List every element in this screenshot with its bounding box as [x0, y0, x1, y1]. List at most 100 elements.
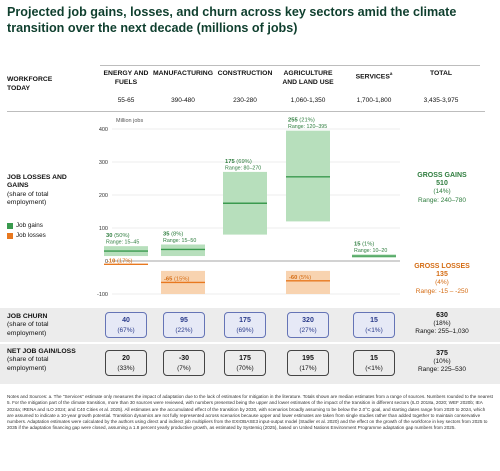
net-value: 195 [302, 355, 314, 362]
gain-range-label: Range: 80–270 [225, 165, 261, 171]
gross-gains-range: Range: 240–780 [417, 196, 467, 204]
churn-pill-energy: 40 (67%) [105, 312, 147, 338]
churn-share: (69%) [236, 327, 254, 334]
gross-losses-value: 135 [436, 271, 448, 279]
y-tick-label: -100 [97, 292, 108, 298]
gross-gains: GROSS GAINS 510 (14%) Range: 240–780 [412, 172, 472, 205]
churn-row-label: JOB CHURN (share of total employment) [7, 313, 89, 338]
churn-value: 320 [302, 317, 314, 324]
services-label: SERVICES [355, 73, 390, 81]
churn-share: (67%) [117, 327, 135, 334]
churn-pill-manufacturing: 95 (22%) [163, 312, 205, 338]
churn-total-value: 630 [436, 312, 448, 319]
gross-losses-range: Range: -15 – -250 [415, 287, 469, 295]
y-tick-label: 300 [99, 160, 108, 166]
gain-value-label: 35 (8%) [163, 232, 183, 238]
churn-value: 175 [239, 317, 251, 324]
page-title: Projected job gains, losses, and churn a… [7, 5, 457, 35]
legend-gains-label: Job gains [16, 222, 43, 229]
notes-and-sources: Notes and Sources: a. The "Services" est… [7, 394, 493, 431]
net-row-label: NET JOB GAIN/LOSS (share of total employ… [7, 348, 89, 373]
churn-value: 40 [122, 317, 130, 324]
net-pill-construction: 175 (70%) [224, 350, 266, 376]
churn-share: (27%) [299, 327, 317, 334]
churn-value: 15 [370, 317, 378, 324]
losses-gains-row-label: JOB LOSSES AND GAINS (share of total emp… [7, 174, 89, 207]
workforce-manufacturing: 390-480 [171, 97, 195, 104]
col-header-services: SERVICESa [344, 70, 404, 82]
net-title: NET JOB GAIN/LOSS [7, 348, 76, 355]
net-pill-manufacturing: -30 (7%) [163, 350, 205, 376]
churn-total-share: (18%) [433, 320, 451, 328]
net-share: (17%) [299, 365, 317, 372]
col-header-total: TOTAL [429, 70, 453, 77]
churn-pill-agriculture: 320 (27%) [287, 312, 329, 338]
gross-gains-title: GROSS GAINS [417, 172, 467, 179]
gross-gains-value: 510 [436, 180, 448, 188]
net-value: 15 [370, 355, 378, 362]
net-share: (<1%) [365, 365, 383, 372]
legend-losses-label: Job losses [16, 232, 46, 239]
net-value: -30 [178, 355, 190, 362]
churn-total-range: Range: 255–1,030 [415, 328, 469, 336]
loss-value-label: -60 (5%) [289, 275, 311, 281]
net-sub: (share of total employment) [7, 356, 49, 372]
col-header-manufacturing: MANUFACTURING [152, 70, 214, 77]
churn-pill-construction: 175 (69%) [224, 312, 266, 338]
legend-gains: Job gains [7, 222, 43, 229]
workforce-row-label: WORKFORCE TODAY [7, 76, 53, 92]
y-tick-label: 100 [99, 226, 108, 232]
services-footnote-mark: a [389, 71, 393, 76]
loss-value-label: -65 (15%) [164, 276, 190, 282]
churn-title: JOB CHURN [7, 313, 48, 320]
net-share: (7%) [177, 365, 191, 372]
gain-range-label: Range: 15–50 [163, 238, 196, 244]
y-tick-label: 200 [99, 193, 108, 199]
y-tick-label: 400 [99, 127, 108, 133]
net-total-value: 375 [436, 350, 448, 357]
net-share: (33%) [117, 365, 135, 372]
gross-losses-title: GROSS LOSSES [414, 263, 470, 270]
workforce-services: 1,700-1,800 [356, 97, 392, 104]
net-total-range: Range: 225–530 [417, 366, 467, 374]
gain-range-label: Range: 120–395 [288, 124, 327, 130]
churn-share: (<1%) [365, 327, 383, 334]
gain-value-label: 15 (1%) [354, 241, 374, 247]
gross-losses-share: (4%) [435, 279, 449, 287]
gain-range-label: Range: 15–45 [106, 240, 139, 246]
gain-value-label: 255 (21%) [288, 118, 315, 124]
legend-losses: Job losses [7, 232, 46, 239]
churn-sub: (share of total employment) [7, 321, 49, 337]
net-value: 20 [122, 355, 130, 362]
gain-value-label: 30 (50%) [106, 233, 130, 239]
net-total: 375 (10%) Range: 225–530 [412, 350, 472, 375]
losses-gains-title: JOB LOSSES AND GAINS [7, 174, 67, 190]
churn-pill-services: 15 (<1%) [353, 312, 395, 338]
col-header-construction: CONSTRUCTION [217, 70, 273, 77]
churn-share: (22%) [175, 327, 193, 334]
gain-range-label: Range: 10–20 [354, 248, 387, 254]
churn-value: 95 [180, 317, 188, 324]
churn-total: 630 (18%) Range: 255–1,030 [412, 312, 472, 337]
net-value: 175 [239, 355, 251, 362]
header-top-rule [100, 65, 480, 66]
legend-gains-swatch [7, 222, 13, 229]
gross-gains-share: (14%) [433, 188, 451, 196]
loss-value-label: -10 (17%) [107, 258, 133, 264]
legend-losses-swatch [7, 232, 13, 239]
net-pill-energy: 20 (33%) [105, 350, 147, 376]
gain-value-label: 175 (69%) [225, 159, 252, 165]
net-pill-services: 15 (<1%) [353, 350, 395, 376]
losses-gains-sub: (share of total employment) [7, 190, 49, 206]
net-total-share: (10%) [433, 358, 451, 366]
loss-range-bar [286, 270, 330, 294]
net-pill-agriculture: 195 (17%) [287, 350, 329, 376]
header-bottom-rule [7, 111, 485, 112]
col-header-energy: ENERGY AND FUELS [103, 70, 149, 86]
gain-range-bar [161, 244, 205, 257]
axis-unit-label: Million jobs [116, 118, 143, 124]
workforce-energy: 55-65 [117, 97, 135, 104]
workforce-agriculture: 1,060-1,350 [290, 97, 326, 104]
col-header-agriculture: AGRICULTURE AND LAND USE [282, 70, 334, 86]
